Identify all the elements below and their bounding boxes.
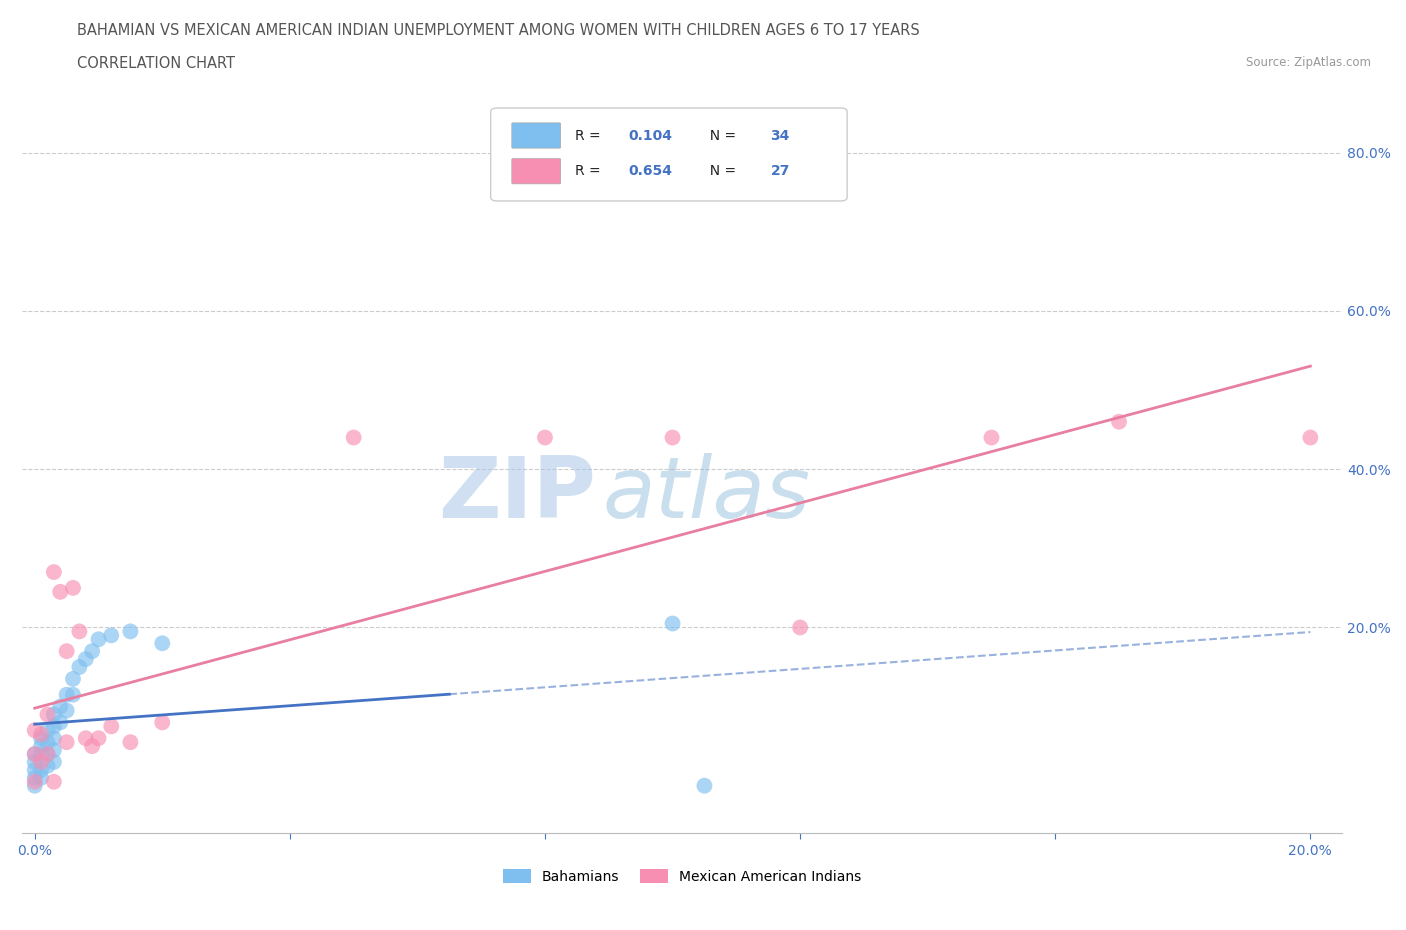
Point xyxy=(62,580,84,595)
Point xyxy=(24,770,46,785)
Point xyxy=(37,747,59,762)
Text: ZIP: ZIP xyxy=(439,453,596,537)
Point xyxy=(37,723,59,737)
Point xyxy=(82,644,104,658)
Point xyxy=(42,731,65,746)
FancyBboxPatch shape xyxy=(512,123,561,148)
Point xyxy=(980,430,1002,445)
Point xyxy=(24,723,46,737)
Point xyxy=(37,735,59,750)
Point xyxy=(49,699,72,714)
Point xyxy=(661,430,683,445)
Point xyxy=(62,671,84,686)
Point xyxy=(693,778,716,793)
Point xyxy=(37,707,59,722)
Point xyxy=(49,584,72,599)
Point xyxy=(67,659,90,674)
Point xyxy=(62,687,84,702)
Point xyxy=(24,747,46,762)
Point xyxy=(343,430,366,445)
Point xyxy=(120,624,142,639)
Point xyxy=(30,727,52,742)
Point xyxy=(75,652,97,667)
FancyBboxPatch shape xyxy=(512,159,561,184)
Point xyxy=(55,703,77,718)
Point xyxy=(42,754,65,769)
Point xyxy=(24,763,46,777)
Text: BAHAMIAN VS MEXICAN AMERICAN INDIAN UNEMPLOYMENT AMONG WOMEN WITH CHILDREN AGES : BAHAMIAN VS MEXICAN AMERICAN INDIAN UNEM… xyxy=(77,23,920,38)
Text: R =: R = xyxy=(575,128,605,142)
Point xyxy=(67,624,90,639)
Point xyxy=(24,754,46,769)
Point xyxy=(661,616,683,631)
Text: 34: 34 xyxy=(770,128,790,142)
Point xyxy=(37,759,59,774)
Point xyxy=(1299,430,1322,445)
Text: N =: N = xyxy=(700,128,740,142)
Point xyxy=(30,770,52,785)
Text: N =: N = xyxy=(700,165,740,179)
Point xyxy=(24,747,46,762)
Point xyxy=(30,747,52,762)
Point xyxy=(37,747,59,762)
Point xyxy=(1108,414,1130,429)
Point xyxy=(150,636,173,651)
Point xyxy=(42,707,65,722)
Point xyxy=(30,731,52,746)
Point xyxy=(87,631,110,646)
Legend: Bahamians, Mexican American Indians: Bahamians, Mexican American Indians xyxy=(498,864,868,889)
Point xyxy=(100,628,122,643)
Point xyxy=(30,754,52,769)
Point xyxy=(87,731,110,746)
Text: CORRELATION CHART: CORRELATION CHART xyxy=(77,56,235,71)
Point xyxy=(42,719,65,734)
Point xyxy=(30,738,52,753)
Point xyxy=(49,715,72,730)
Text: atlas: atlas xyxy=(603,453,811,537)
Point xyxy=(120,735,142,750)
Point xyxy=(42,565,65,579)
FancyBboxPatch shape xyxy=(491,108,848,201)
Text: 0.104: 0.104 xyxy=(628,128,672,142)
Point xyxy=(82,738,104,753)
Point xyxy=(24,775,46,790)
Point xyxy=(24,778,46,793)
Text: R =: R = xyxy=(575,165,605,179)
Text: 27: 27 xyxy=(770,165,790,179)
Point xyxy=(55,687,77,702)
Point xyxy=(55,644,77,658)
Point xyxy=(75,731,97,746)
Point xyxy=(150,715,173,730)
Text: 0.654: 0.654 xyxy=(628,165,672,179)
Point xyxy=(42,743,65,758)
Point xyxy=(534,430,557,445)
Point xyxy=(789,620,811,635)
Point xyxy=(42,775,65,790)
Point xyxy=(30,763,52,777)
Text: Source: ZipAtlas.com: Source: ZipAtlas.com xyxy=(1246,56,1371,69)
Point xyxy=(100,719,122,734)
Point xyxy=(55,735,77,750)
